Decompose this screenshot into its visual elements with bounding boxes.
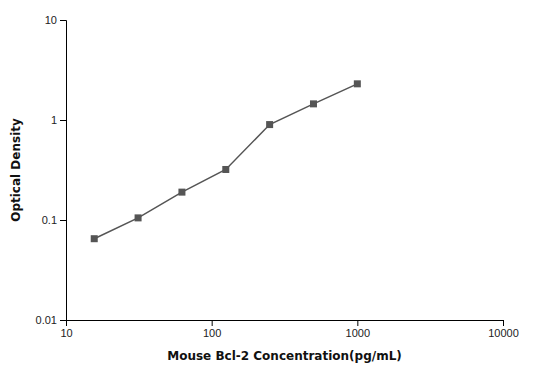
tick: 10000 xyxy=(488,320,519,339)
tick: 0.1 xyxy=(42,214,66,226)
marker xyxy=(354,80,361,87)
line xyxy=(94,84,357,239)
plot-area: 10 100 1000 10000 0.01 0.1 1 10 xyxy=(36,14,519,339)
tick-mark xyxy=(60,20,66,21)
tick-mark xyxy=(503,320,504,326)
tick-mark xyxy=(60,220,66,221)
y-axis-title: Optical Density xyxy=(9,118,23,222)
tick-mark xyxy=(357,320,358,326)
tick-mark xyxy=(212,320,213,326)
tick: 0.01 xyxy=(36,314,66,326)
marker xyxy=(222,166,229,173)
tick-label: 1000 xyxy=(346,327,370,339)
marker xyxy=(91,235,98,242)
tick: 10 xyxy=(60,320,72,339)
x-axis-title: Mouse Bcl-2 Concentration(pg/mL) xyxy=(167,349,402,363)
tick-label: 10 xyxy=(60,327,72,339)
tick-label: 10 xyxy=(45,14,57,26)
tick: 1 xyxy=(51,114,66,126)
y-axis: 0.01 0.1 1 10 xyxy=(36,14,67,326)
axis-line xyxy=(67,321,504,327)
tick-label: 0.1 xyxy=(42,214,57,226)
marks xyxy=(91,80,361,242)
marker xyxy=(310,100,317,107)
x-axis: 10 100 1000 10000 xyxy=(60,320,518,339)
marker xyxy=(266,121,273,128)
marker xyxy=(178,189,185,196)
tick: 1000 xyxy=(346,320,370,339)
tick-label: 100 xyxy=(203,327,221,339)
marker xyxy=(135,214,142,221)
tick: 100 xyxy=(203,320,221,339)
tick-mark xyxy=(60,320,66,321)
tick-label: 1 xyxy=(51,114,57,126)
tick: 10 xyxy=(45,14,66,26)
tick-mark xyxy=(60,120,66,121)
tick-label: 10000 xyxy=(488,327,519,339)
axis-line xyxy=(60,21,67,321)
chart: 10 100 1000 10000 0.01 0.1 1 10 Mouse Bcl-2 Conc… xyxy=(0,0,533,372)
tick-label: 0.01 xyxy=(36,314,57,326)
